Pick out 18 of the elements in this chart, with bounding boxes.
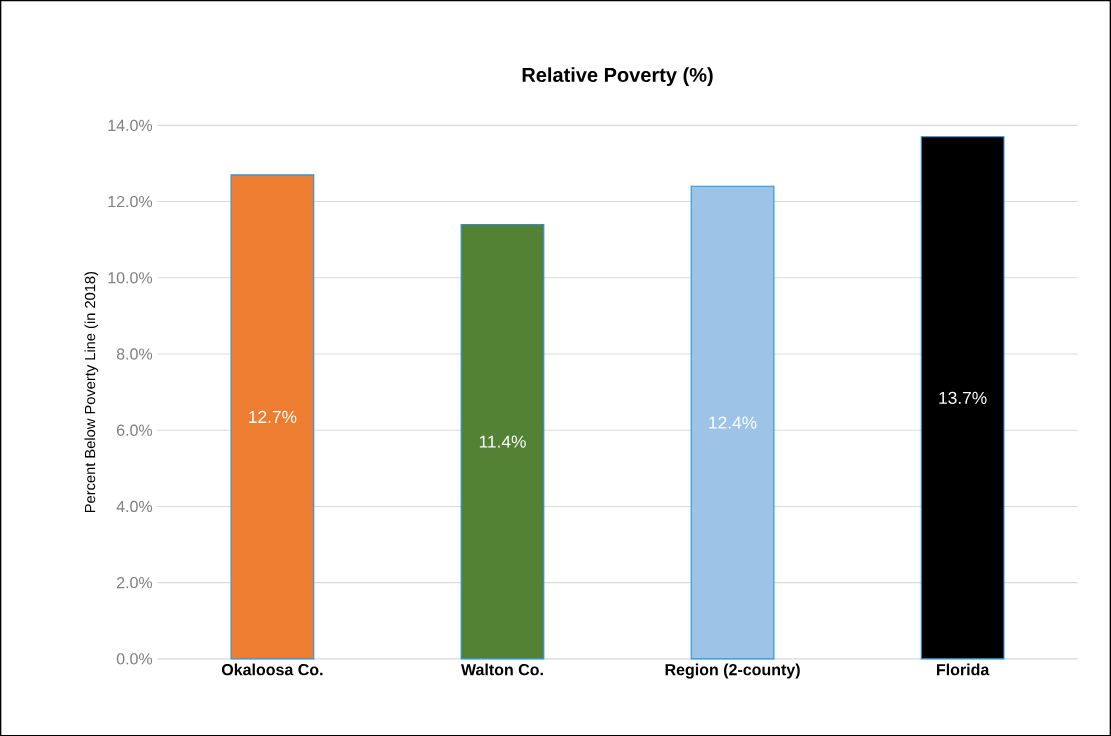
- y-tick-label: 12.0%: [108, 195, 153, 208]
- x-tick-label: Florida: [937, 663, 990, 676]
- y-tick-label: 8.0%: [116, 348, 153, 360]
- data-label: 11.4%: [479, 435, 526, 448]
- data-label: 13.7%: [939, 391, 987, 404]
- x-tick-label: Okaloosa Co.: [221, 663, 323, 676]
- x-tick-label: Region (2-county): [665, 663, 800, 679]
- chart-title: Relative Poverty (%): [522, 67, 713, 86]
- y-tick-label: 2.0%: [116, 576, 153, 589]
- y-tick-label: 10.0%: [108, 272, 153, 284]
- y-axis-title: Percent Below Poverty Line (in 2018): [84, 271, 99, 512]
- data-label: 12.4%: [709, 416, 757, 429]
- x-tick-label: Walton Co.: [461, 663, 543, 676]
- y-tick-label: 6.0%: [117, 424, 153, 436]
- y-tick-label: 14.0%: [108, 119, 153, 131]
- data-label: 12.7%: [249, 410, 297, 423]
- y-tick-label: 4.0%: [116, 500, 153, 512]
- y-tick-label: 0.0%: [116, 653, 153, 665]
